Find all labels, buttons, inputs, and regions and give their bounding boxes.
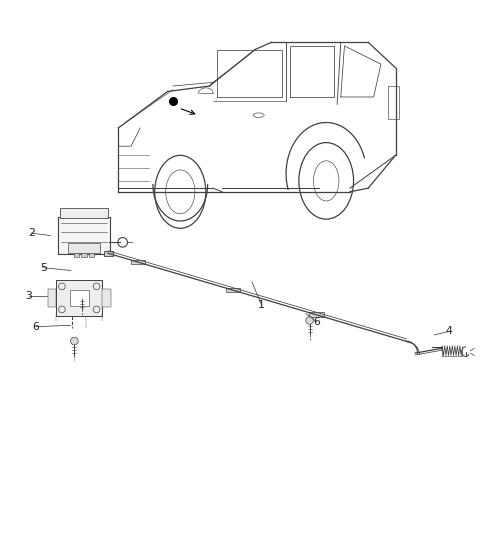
Text: 6: 6 bbox=[313, 317, 320, 327]
Bar bbox=[57, 280, 102, 316]
Bar bbox=[89, 252, 95, 257]
Bar bbox=[81, 252, 87, 257]
Circle shape bbox=[78, 292, 85, 299]
Text: 6: 6 bbox=[33, 321, 39, 332]
Text: 3: 3 bbox=[25, 292, 32, 301]
Bar bbox=[73, 252, 79, 257]
Text: 4: 4 bbox=[445, 326, 452, 337]
Text: 5: 5 bbox=[40, 263, 47, 273]
FancyBboxPatch shape bbox=[58, 217, 110, 254]
FancyBboxPatch shape bbox=[60, 209, 108, 218]
Bar bbox=[309, 312, 324, 317]
Bar bbox=[388, 86, 399, 119]
FancyBboxPatch shape bbox=[68, 243, 100, 253]
Text: 1: 1 bbox=[258, 300, 265, 310]
Circle shape bbox=[306, 317, 313, 324]
Bar bbox=[48, 289, 57, 307]
Bar bbox=[70, 290, 89, 306]
Bar bbox=[102, 289, 111, 307]
Bar bbox=[104, 251, 113, 256]
Bar bbox=[131, 260, 145, 264]
Circle shape bbox=[71, 337, 78, 345]
Bar bbox=[226, 288, 240, 292]
Text: 2: 2 bbox=[28, 228, 35, 238]
